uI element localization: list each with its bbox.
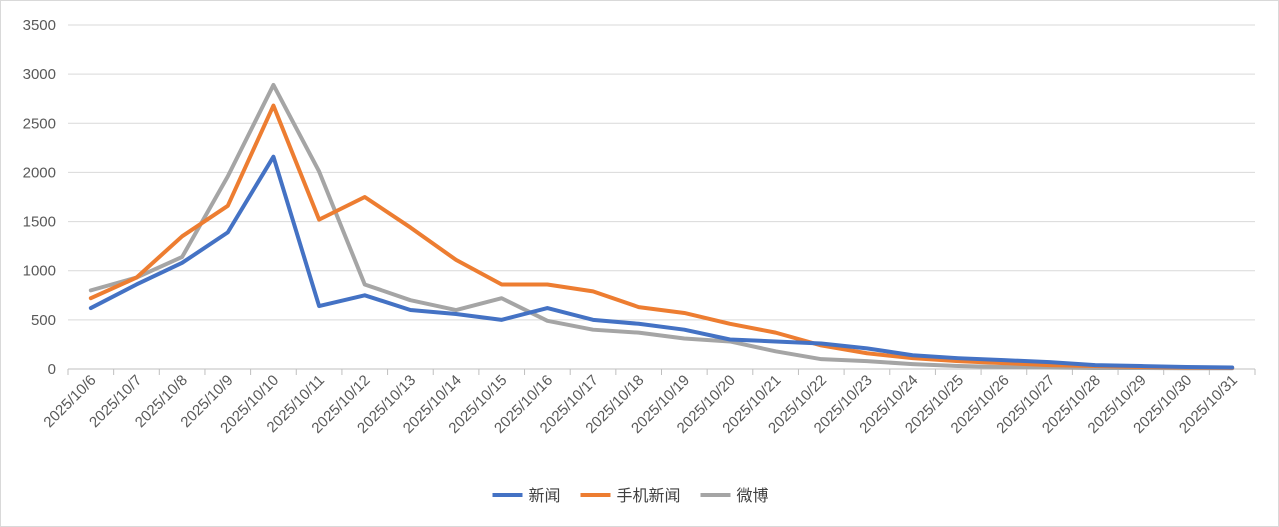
series-line-3: [88, 82, 1235, 371]
y-tick-label: 3000: [23, 66, 56, 83]
legend-item: 手机新闻: [580, 486, 681, 505]
x-axis-tick-labels: 2025/10/62025/10/72025/10/82025/10/92025…: [40, 372, 1241, 437]
y-tick-label: 3500: [23, 17, 56, 34]
y-tick-label: 2000: [23, 164, 56, 181]
y-tick-label: 2500: [23, 115, 56, 132]
gridlines: [68, 24, 1255, 321]
legend-item: 微博: [700, 486, 769, 505]
y-tick-label: 1000: [23, 263, 56, 280]
legend-item: 新闻: [492, 486, 561, 505]
y-tick-label: 1500: [23, 214, 56, 231]
legend: 新闻 手机新闻 微博: [492, 486, 769, 505]
y-tick-label: 500: [31, 312, 56, 329]
series-line-2: [88, 103, 1235, 370]
y-axis-tick-labels: 0 500 1000 1500 2000 2500 3000 3500: [23, 17, 56, 378]
series-line-1: [88, 154, 1235, 370]
legend-label: 新闻: [529, 486, 561, 505]
x-axis: [67, 368, 1256, 375]
legend-label: 手机新闻: [617, 486, 681, 505]
series-lines: [88, 82, 1235, 371]
y-tick-label: 0: [48, 361, 56, 378]
legend-label: 微博: [737, 486, 769, 505]
